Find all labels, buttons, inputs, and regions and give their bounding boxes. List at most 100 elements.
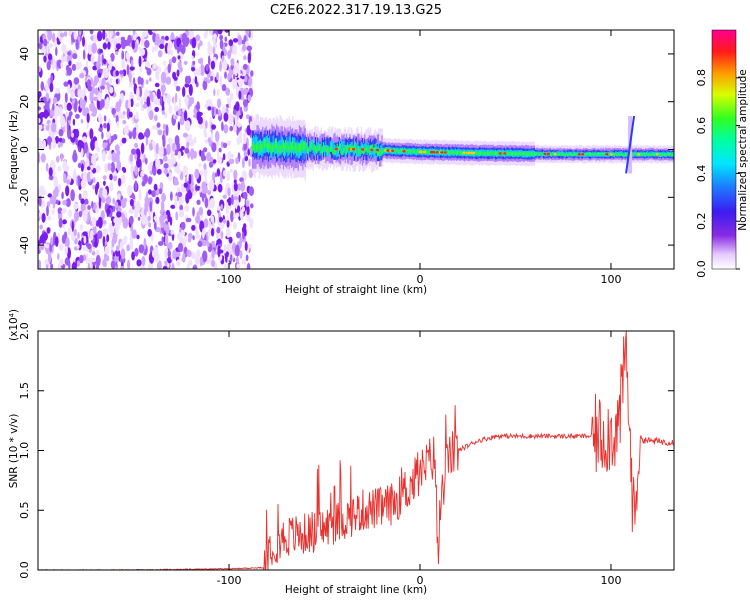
noise-blob <box>199 64 205 76</box>
noise-blob <box>135 102 140 108</box>
noise-blob <box>211 142 217 153</box>
noise-blob <box>185 217 192 223</box>
noise-blob <box>150 233 154 242</box>
noise-blob <box>48 167 53 177</box>
noise-blob <box>143 237 147 250</box>
noise-blob <box>132 127 137 140</box>
noise-blob <box>209 197 215 209</box>
noise-blob <box>103 122 107 129</box>
noise-blob <box>50 74 54 85</box>
noise-blob <box>244 155 249 162</box>
signal-band <box>359 149 361 156</box>
noise-blob <box>163 163 169 169</box>
noise-blob <box>218 216 223 223</box>
noise-blob <box>148 262 152 269</box>
noise-blob <box>210 227 215 237</box>
noise-blob <box>231 194 234 205</box>
noise-blob <box>241 259 247 265</box>
noise-blob <box>207 55 211 66</box>
noise-blob <box>78 30 82 36</box>
noise-blob <box>108 86 114 94</box>
x-tick-label: -100 <box>217 273 242 286</box>
noise-blob <box>140 170 145 177</box>
y-tick-label: 0.5 <box>18 502 31 520</box>
noise-blob <box>170 204 176 209</box>
noise-blob <box>199 187 202 193</box>
noise-blob <box>203 119 206 127</box>
noise-blob <box>238 77 243 88</box>
noise-blob <box>54 186 59 198</box>
noise-blob <box>205 63 209 72</box>
noise-blob <box>250 203 254 209</box>
signal-band <box>368 149 371 156</box>
signal-band <box>356 143 358 154</box>
colorbar-ticks: 0.0 0.2 0.4 0.6 0.8 <box>695 69 740 278</box>
noise-blob <box>120 36 126 41</box>
noise-blob <box>148 189 152 195</box>
noise-blob <box>227 197 232 206</box>
signal-band <box>493 151 496 156</box>
snr-xlabel: Height of straight line (km) <box>285 584 427 596</box>
noise-blob <box>184 147 190 154</box>
signal-band <box>255 144 257 153</box>
noise-blob <box>141 214 146 226</box>
noise-blob <box>211 259 216 268</box>
signal-band <box>481 150 483 155</box>
noise-blob <box>85 253 89 265</box>
noise-blob <box>236 122 242 128</box>
noise-blob <box>179 204 184 211</box>
noise-blob <box>128 131 133 140</box>
signal-band <box>488 152 490 156</box>
signal-band <box>344 144 347 151</box>
noise-blob <box>194 168 200 180</box>
signal-band <box>525 152 528 157</box>
noise-blob <box>222 219 227 224</box>
noise-blob <box>68 209 73 218</box>
colorbar-label: Normalized spectral amplitude <box>737 69 749 230</box>
noise-blob <box>95 165 101 174</box>
noise-blob <box>60 115 66 128</box>
noise-blob <box>181 32 188 45</box>
noise-blob <box>233 169 238 180</box>
signal-band <box>521 151 523 156</box>
noise-blob <box>237 34 243 46</box>
signal-band <box>563 153 565 157</box>
noise-blob <box>181 112 185 119</box>
signal-band <box>326 148 328 155</box>
signal-band <box>620 152 623 156</box>
noise-blob <box>92 177 96 184</box>
signal-band <box>615 152 617 155</box>
signal-band <box>654 153 656 157</box>
noise-blob <box>140 35 145 47</box>
snr-plot-area <box>38 331 674 570</box>
signal-band <box>316 142 318 153</box>
noise-blob <box>77 88 83 98</box>
noise-blob <box>106 96 110 107</box>
noise-blob <box>154 252 160 263</box>
signal-band <box>357 144 359 151</box>
signal-band <box>348 145 350 156</box>
noise-blob <box>225 253 228 263</box>
noise-blob <box>230 64 234 70</box>
signal-band <box>591 152 593 156</box>
noise-blob <box>53 176 58 188</box>
signal-band <box>318 143 320 161</box>
signal-band <box>670 153 672 156</box>
signal-band <box>356 149 358 156</box>
noise-blob <box>89 128 94 140</box>
signal-band <box>300 143 302 153</box>
noise-blob <box>79 72 85 79</box>
noise-blob <box>219 60 223 72</box>
signal-band <box>524 151 526 155</box>
x-tick-label: 100 <box>600 273 621 286</box>
signal-peak <box>581 153 586 156</box>
noise-blob <box>89 229 94 241</box>
noise-blob <box>163 94 166 103</box>
noise-blob <box>233 196 238 201</box>
signal-band <box>410 150 412 154</box>
noise-blob <box>168 104 173 114</box>
signal-band <box>313 145 316 156</box>
noise-blob <box>108 222 114 234</box>
noise-blob <box>94 87 99 96</box>
x-tick-label: 100 <box>600 574 621 587</box>
